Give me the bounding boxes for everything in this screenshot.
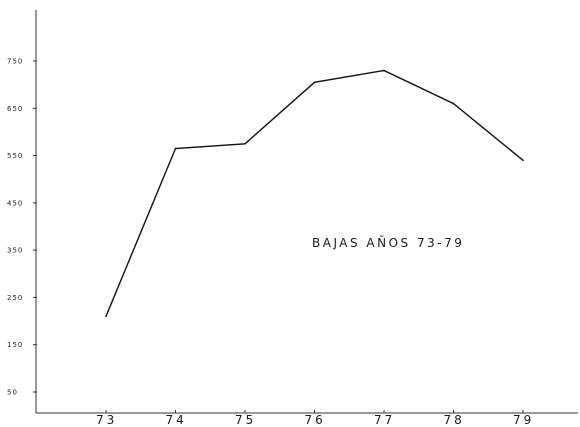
- y-tick-label: 550: [7, 152, 23, 160]
- x-tick-label: 76: [305, 413, 326, 427]
- x-tick-label: 74: [166, 413, 187, 427]
- data-point: [313, 81, 316, 84]
- y-tick-label: 350: [7, 247, 23, 255]
- x-axis-ticks: 73 74 75 76 77 78 79: [96, 410, 534, 427]
- data-point: [452, 102, 455, 105]
- x-tick-label: 78: [444, 413, 465, 427]
- data-point: [522, 159, 524, 162]
- y-tick-label: 50: [7, 389, 18, 397]
- series-group: [105, 69, 524, 318]
- series-line: [105, 69, 524, 317]
- y-axis-ticks: 50 150 250 350 450 550 650 750: [7, 58, 37, 397]
- y-tick-label: 250: [7, 294, 23, 302]
- data-point: [174, 147, 177, 150]
- y-tick-label: 450: [7, 199, 23, 207]
- data-point: [244, 142, 246, 145]
- y-tick-label: 750: [7, 58, 23, 66]
- axes: [35, 10, 578, 414]
- x-tick-label: 77: [374, 413, 395, 427]
- data-point: [383, 69, 385, 72]
- x-tick-label: 75: [235, 413, 256, 427]
- x-tick-label: 79: [513, 413, 534, 427]
- data-point: [105, 315, 107, 318]
- x-tick-label: 73: [96, 413, 117, 427]
- y-tick-label: 150: [7, 341, 23, 349]
- y-tick-label: 650: [7, 105, 23, 113]
- chart-annotation: BAJAS AÑOS 73-79: [312, 235, 464, 250]
